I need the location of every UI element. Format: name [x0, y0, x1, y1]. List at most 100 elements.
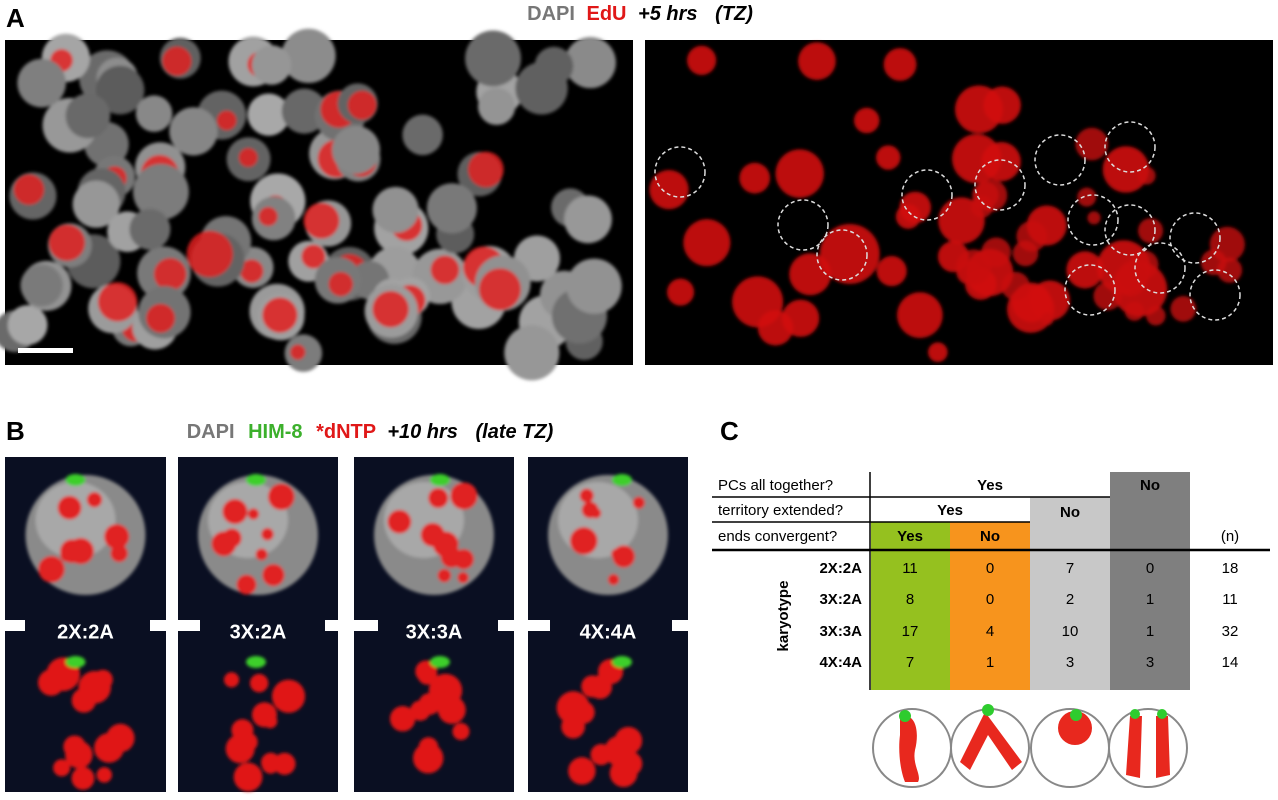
nucleus: [95, 65, 145, 115]
panel-label: A: [6, 3, 25, 33]
column-fill: [1030, 497, 1110, 690]
dashed-circle: [901, 169, 953, 221]
edu-signal: [258, 207, 278, 226]
scale-bar: [18, 348, 73, 353]
dashed-circle: [816, 229, 868, 281]
edu-signal: [781, 299, 820, 337]
dntp-signal: [71, 766, 95, 790]
edu-signal: [478, 268, 521, 311]
row-label: 4X:4A: [819, 654, 862, 671]
diagram: [872, 708, 952, 788]
dntp-signal: [38, 669, 65, 696]
him8-signal: [65, 474, 86, 486]
dashed-circle: [974, 159, 1026, 211]
dntp-signal: [106, 723, 135, 753]
edu-signal: [732, 276, 784, 328]
dashed-circle: [1189, 269, 1241, 321]
dntp-signal: [604, 735, 635, 767]
nucleus: [20, 264, 63, 307]
texture: [0, 28, 622, 381]
edu-signal: [162, 46, 192, 76]
edu-signal: [1087, 211, 1101, 225]
nucleus: [281, 28, 336, 84]
dashed-circle: [1169, 212, 1221, 264]
him8-signal: [246, 474, 266, 486]
nucleus: [426, 183, 477, 234]
nucleus: [534, 46, 574, 86]
dntp-signal: [236, 574, 257, 595]
row-axis-label: karyotype: [775, 581, 792, 652]
dntp-signal: [271, 679, 306, 713]
separator: [325, 620, 378, 631]
edu-signal: [1138, 218, 1164, 244]
him8-signal: [612, 474, 632, 486]
dntp-signal: [417, 665, 438, 685]
dntp-signal: [573, 530, 595, 553]
dntp-signal: [452, 722, 470, 741]
edu-signal: [983, 86, 1021, 124]
karyotype-label: 2X:2A: [57, 621, 114, 643]
edu-signal: [262, 297, 298, 333]
cell-value: 8: [906, 591, 914, 608]
edu-signal: [303, 202, 340, 239]
dntp-signal: [96, 767, 113, 783]
edu-signal: [468, 151, 504, 188]
title-part: HIM-8: [248, 421, 302, 443]
nucleus: [465, 30, 521, 87]
title-part: (TZ): [715, 3, 753, 25]
edu-signal: [301, 244, 326, 269]
dntp-signal: [78, 670, 112, 704]
title-part: DAPI: [187, 421, 235, 443]
dntp-signal: [249, 673, 269, 693]
header: (n): [1221, 528, 1239, 545]
edu-signal: [1066, 251, 1104, 289]
nucleus: [17, 58, 66, 108]
edu-signal: [876, 256, 907, 287]
diagram: [1108, 708, 1188, 788]
dntp-signal: [418, 693, 441, 715]
nucleus: [504, 325, 560, 381]
edu-signal: [789, 253, 832, 296]
texture: [548, 474, 668, 595]
dntp-signal: [261, 528, 274, 541]
cell-value: 0: [1146, 560, 1154, 577]
nucleus: [281, 88, 327, 134]
edu-signal: [1075, 127, 1109, 161]
dntp-signal: [225, 734, 255, 764]
edu-signal: [1040, 312, 1054, 326]
edu-signal: [1137, 166, 1156, 185]
dntp-signal: [418, 737, 439, 757]
dntp-signal: [556, 691, 590, 725]
nuclei: [649, 42, 1245, 362]
separator: [672, 620, 690, 631]
cell-total: 14: [1222, 654, 1239, 671]
question: territory extended?: [718, 502, 843, 519]
cell-value: 1: [1146, 623, 1154, 640]
edu-signal: [1001, 271, 1030, 301]
diagram: [950, 704, 1030, 788]
nucleus: [72, 180, 120, 228]
edu-signal: [739, 162, 771, 194]
dntp-signal: [457, 572, 469, 584]
him8-signal: [430, 474, 450, 486]
cell-value: 1: [1146, 591, 1154, 608]
edu-signal: [1012, 240, 1039, 267]
edu-signal: [955, 249, 992, 285]
nucleus: [564, 195, 612, 244]
edu-signal: [328, 271, 353, 297]
row-label: 3X:2A: [819, 591, 862, 608]
separator: [0, 620, 25, 631]
cell-value: 0: [986, 560, 994, 577]
cell-value: 4: [986, 623, 994, 640]
dntp-signal: [223, 672, 240, 688]
edu-signal: [667, 278, 695, 306]
row-label: 3X:3A: [819, 623, 862, 640]
edu-signal: [1200, 249, 1227, 276]
dashed-circle: [1034, 134, 1086, 186]
texture: [389, 656, 470, 774]
nucleus: [372, 186, 419, 233]
edu-signal: [970, 195, 994, 218]
edu-signal: [853, 107, 880, 134]
dntp-signal: [231, 719, 254, 742]
